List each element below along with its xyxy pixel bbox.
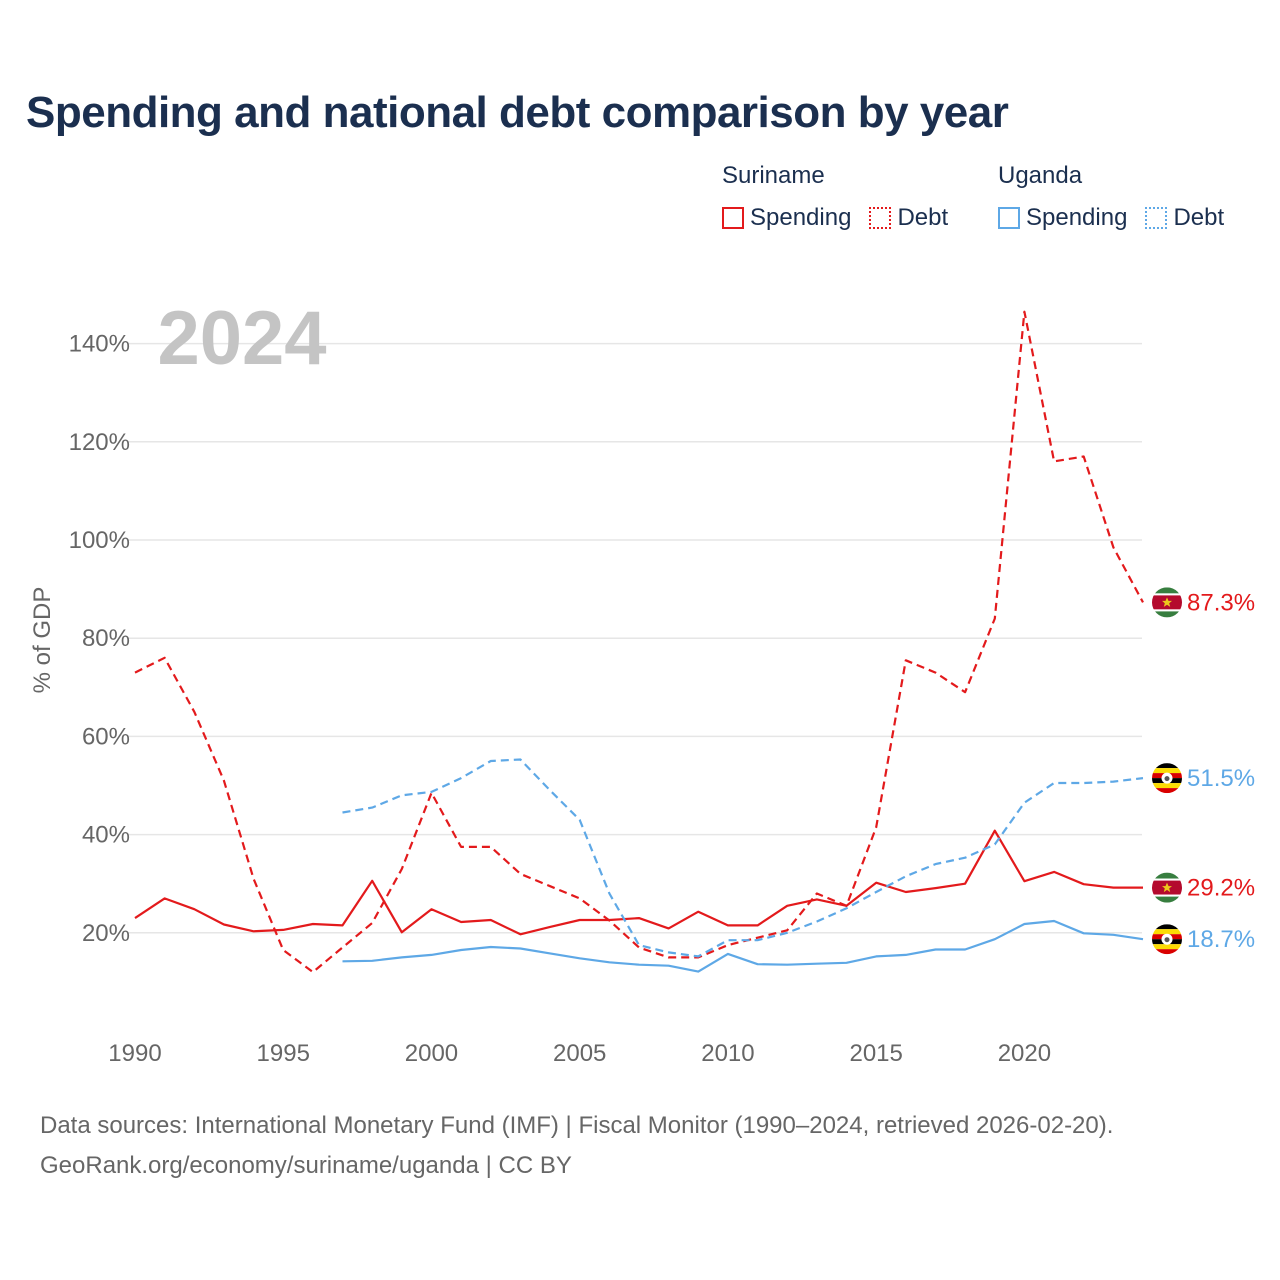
legend-group-uganda: Uganda Spending Debt — [998, 162, 1224, 232]
end-value-label: 18.7% — [1187, 926, 1255, 953]
y-tick-label: 40% — [82, 822, 130, 849]
series-line-suriname-spending[interactable] — [134, 829, 1143, 936]
legend-item-label: Spending — [750, 204, 852, 231]
end-value-label: 51.5% — [1187, 765, 1255, 792]
x-tick-label: 2020 — [998, 1040, 1051, 1067]
legend-item-suriname-debt[interactable]: Debt — [869, 204, 948, 232]
legend-swatch-dotted — [869, 207, 892, 229]
chart-title: Spending and national debt comparison by… — [26, 88, 1009, 137]
y-axis-label: % of GDP — [29, 587, 56, 694]
chart-footer: Data sources: International Monetary Fun… — [40, 1106, 1113, 1186]
y-tick-label: 80% — [82, 625, 130, 652]
legend-swatch-dotted — [1145, 207, 1168, 229]
x-tick-label: 2005 — [553, 1040, 606, 1067]
footer-attribution[interactable]: GeoRank.org/economy/suriname/uganda | CC… — [40, 1152, 572, 1179]
series-line-uganda-spending[interactable] — [342, 919, 1144, 973]
series-line-suriname-debt[interactable] — [134, 310, 1144, 974]
uganda-flag-icon — [1152, 924, 1182, 955]
suriname-flag-icon — [1152, 587, 1182, 618]
x-tick-label: 1995 — [257, 1040, 310, 1067]
end-value-label: 87.3% — [1187, 589, 1255, 616]
y-tick-label: 100% — [69, 527, 130, 554]
y-tick-label: 60% — [82, 723, 130, 750]
uganda-flag-icon — [1152, 763, 1182, 794]
legend-group-suriname: Suriname Spending Debt — [722, 162, 966, 232]
legend-item-label: Debt — [897, 204, 949, 231]
legend-item-uganda-spending[interactable]: Spending — [998, 204, 1127, 232]
legend-swatch-solid — [722, 207, 744, 229]
legend-country-label: Uganda — [998, 162, 1083, 189]
y-tick-label: 20% — [82, 920, 130, 947]
suriname-flag-icon — [1152, 872, 1182, 903]
y-tick-label: 140% — [69, 331, 130, 358]
legend-country-label: Suriname — [722, 162, 825, 189]
year-watermark: 2024 — [157, 296, 326, 381]
x-tick-label: 2015 — [849, 1040, 902, 1067]
series-line-uganda-debt[interactable] — [342, 758, 1144, 958]
end-value-label: 29.2% — [1187, 875, 1255, 902]
legend-item-label: Debt — [1173, 204, 1225, 231]
x-tick-label: 1990 — [108, 1040, 161, 1067]
legend-item-suriname-spending[interactable]: Spending — [722, 204, 851, 232]
x-tick-label: 2000 — [405, 1040, 458, 1067]
x-tick-label: 2010 — [701, 1040, 754, 1067]
footer-sources: Data sources: International Monetary Fun… — [40, 1112, 1114, 1139]
legend-item-uganda-debt[interactable]: Debt — [1145, 204, 1224, 232]
y-tick-label: 120% — [69, 429, 130, 456]
legend-swatch-solid — [998, 207, 1020, 229]
legend-item-label: Spending — [1026, 204, 1128, 231]
